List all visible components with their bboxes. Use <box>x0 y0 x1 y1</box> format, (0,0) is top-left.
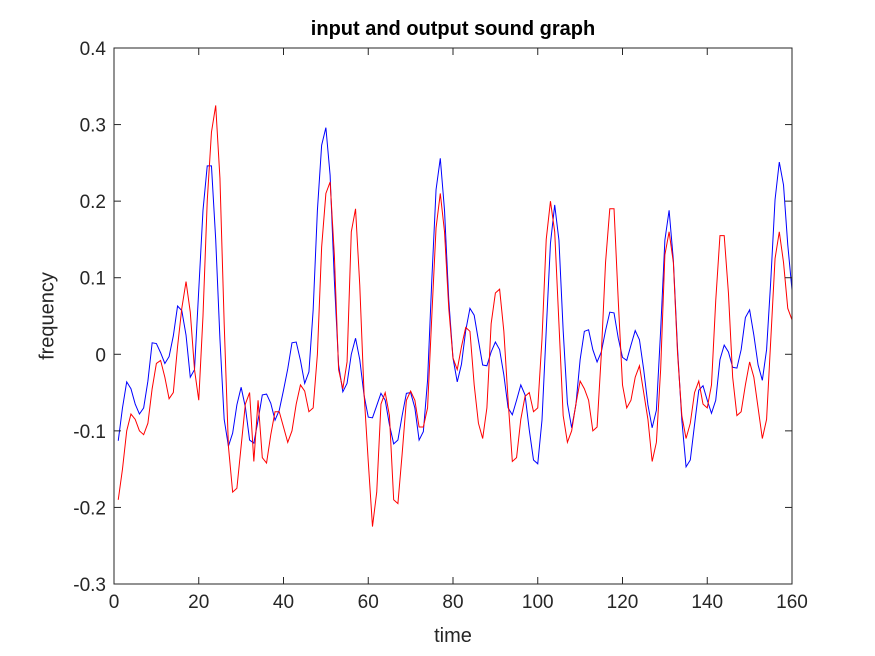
axes: 0 20 40 60 80 100 120 140 160 -0.3 -0.2 -0.1 0 0.1 0.2… <box>73 39 808 613</box>
chart-title: input and output sound graph <box>310 18 596 40</box>
x-tick-label: 40 <box>273 592 294 613</box>
y-tick-label: -0.1 <box>73 422 106 443</box>
x-tick-label: 140 <box>691 592 723 613</box>
y-tick-label: 0.3 <box>80 116 106 137</box>
y-tick-label: 0.1 <box>80 269 106 290</box>
y-tick-label: -0.2 <box>73 498 106 519</box>
series-output-line <box>117 105 793 527</box>
y-axis-label: frequency <box>36 272 59 360</box>
axes-box <box>113 47 793 585</box>
x-tick-label: 0 <box>109 592 120 613</box>
x-tick-label: 160 <box>776 592 808 613</box>
x-tick-label: 80 <box>442 592 463 613</box>
data-lines <box>117 105 793 527</box>
y-tick-label: 0 <box>95 345 106 366</box>
y-tick-label: -0.3 <box>73 575 106 596</box>
x-tick-label: 120 <box>607 592 639 613</box>
x-tick-label: 100 <box>522 592 554 613</box>
x-tick-label: 60 <box>358 592 379 613</box>
y-tick-label: 0.2 <box>80 192 106 213</box>
x-axis-label: time <box>434 625 472 647</box>
y-tick-label: 0.4 <box>80 39 107 60</box>
x-tick-label: 20 <box>188 592 209 613</box>
